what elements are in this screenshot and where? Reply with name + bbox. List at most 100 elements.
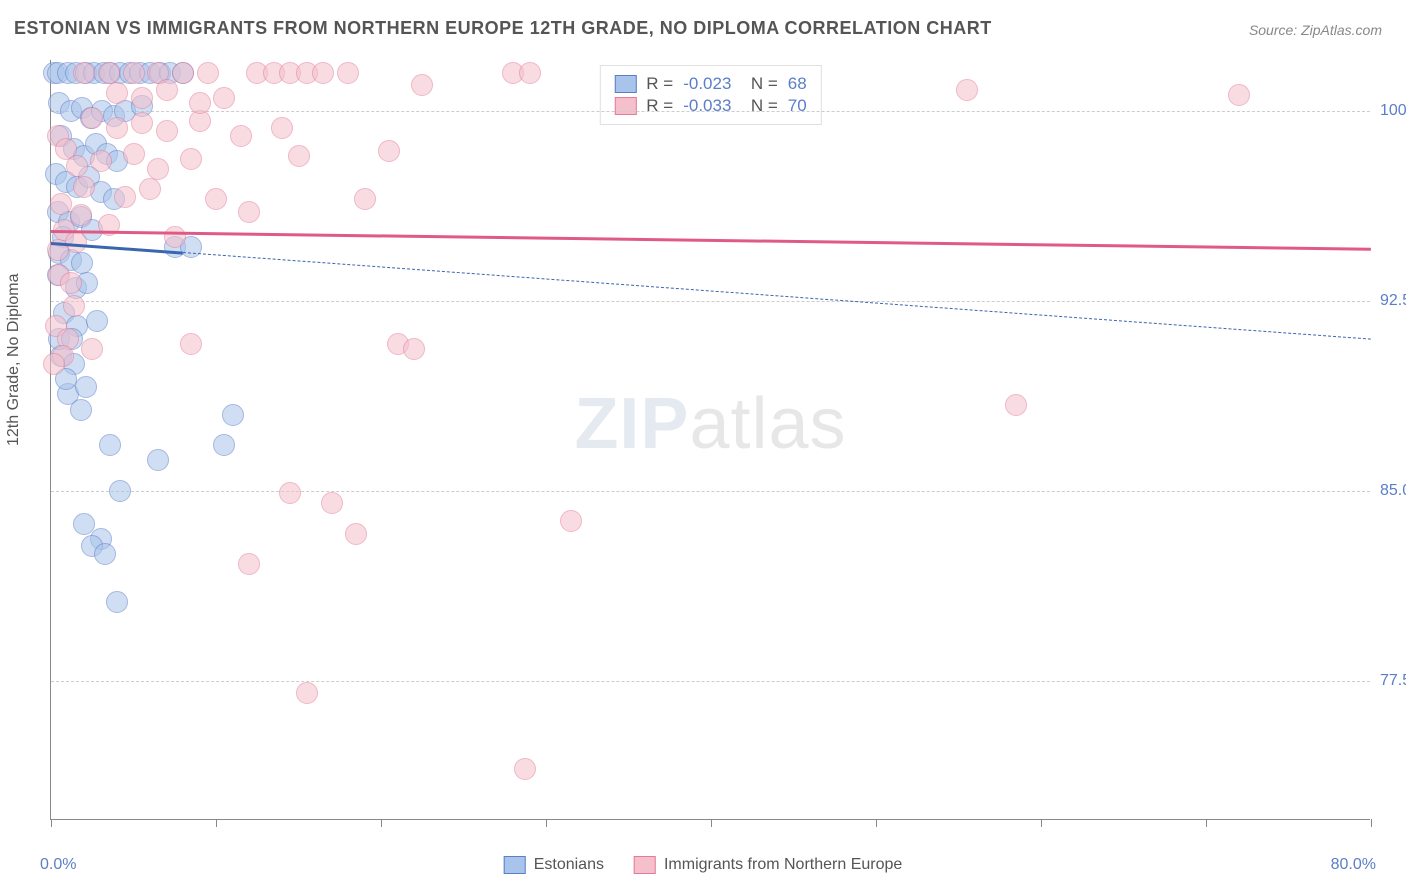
scatter-point xyxy=(106,82,128,104)
legend-n-label: N = xyxy=(741,74,777,94)
gridline xyxy=(51,111,1370,112)
scatter-point xyxy=(94,543,116,565)
y-tick-label: 100.0% xyxy=(1380,102,1406,120)
legend-r-label: R = xyxy=(646,96,673,116)
scatter-point xyxy=(519,62,541,84)
scatter-point xyxy=(337,62,359,84)
watermark-zip: ZIP xyxy=(574,384,689,464)
scatter-point xyxy=(147,449,169,471)
scatter-point xyxy=(70,204,92,226)
gridline xyxy=(51,491,1370,492)
scatter-point xyxy=(279,482,301,504)
scatter-point xyxy=(213,434,235,456)
scatter-point xyxy=(156,120,178,142)
legend-n-value: 68 xyxy=(788,74,807,94)
scatter-point xyxy=(106,117,128,139)
scatter-point xyxy=(238,201,260,223)
scatter-point xyxy=(411,74,433,96)
scatter-point xyxy=(43,353,65,375)
legend-label: Immigrants from Northern Europe xyxy=(664,856,902,874)
x-axis-min-label: 0.0% xyxy=(40,856,76,874)
legend-label: Estonians xyxy=(534,856,604,874)
legend-swatch xyxy=(634,856,656,874)
scatter-point xyxy=(66,155,88,177)
scatter-point xyxy=(63,295,85,317)
scatter-point xyxy=(321,492,343,514)
legend-item: Immigrants from Northern Europe xyxy=(634,856,902,874)
scatter-point xyxy=(180,148,202,170)
x-axis-max-label: 80.0% xyxy=(1331,856,1376,874)
scatter-point xyxy=(99,434,121,456)
scatter-point xyxy=(50,193,72,215)
scatter-point xyxy=(197,62,219,84)
gridline xyxy=(51,681,1370,682)
legend-item: Estonians xyxy=(504,856,604,874)
scatter-point xyxy=(90,150,112,172)
x-tick xyxy=(1371,819,1372,827)
scatter-point xyxy=(109,480,131,502)
scatter-point xyxy=(213,87,235,109)
scatter-point xyxy=(73,62,95,84)
scatter-point xyxy=(288,145,310,167)
scatter-point xyxy=(81,107,103,129)
x-tick xyxy=(546,819,547,827)
legend-swatch xyxy=(614,97,636,115)
x-tick xyxy=(711,819,712,827)
scatter-point xyxy=(345,523,367,545)
watermark-atlas: atlas xyxy=(689,384,846,464)
scatter-point xyxy=(73,176,95,198)
legend-r-label: R = xyxy=(646,74,673,94)
legend-r-value: -0.023 xyxy=(683,74,731,94)
scatter-point xyxy=(378,140,400,162)
scatter-point xyxy=(205,188,227,210)
plot-area: ZIPatlas R = -0.023 N = 68R = -0.033 N =… xyxy=(50,60,1370,820)
legend-swatch xyxy=(504,856,526,874)
scatter-point xyxy=(75,376,97,398)
series-legend: Estonians Immigrants from Northern Europe xyxy=(504,856,903,874)
watermark: ZIPatlas xyxy=(574,383,846,465)
scatter-point xyxy=(147,158,169,180)
legend-row: R = -0.023 N = 68 xyxy=(614,74,806,94)
scatter-point xyxy=(114,186,136,208)
scatter-point xyxy=(238,553,260,575)
scatter-point xyxy=(230,125,252,147)
scatter-point xyxy=(172,62,194,84)
chart-title: ESTONIAN VS IMMIGRANTS FROM NORTHERN EUR… xyxy=(14,18,992,39)
scatter-point xyxy=(131,87,153,109)
scatter-point xyxy=(312,62,334,84)
scatter-point xyxy=(98,62,120,84)
scatter-point xyxy=(956,79,978,101)
legend-n-label: N = xyxy=(741,96,777,116)
scatter-point xyxy=(296,682,318,704)
x-tick xyxy=(1206,819,1207,827)
scatter-point xyxy=(271,117,293,139)
y-tick-label: 85.0% xyxy=(1380,482,1406,500)
x-tick xyxy=(381,819,382,827)
scatter-point xyxy=(156,79,178,101)
x-tick xyxy=(51,819,52,827)
legend-row: R = -0.033 N = 70 xyxy=(614,96,806,116)
scatter-point xyxy=(123,143,145,165)
scatter-point xyxy=(70,399,92,421)
scatter-point xyxy=(123,62,145,84)
x-tick xyxy=(216,819,217,827)
y-axis-title: 12th Grade, No Diploma xyxy=(5,273,23,446)
scatter-point xyxy=(354,188,376,210)
trend-line xyxy=(51,230,1371,251)
x-tick xyxy=(1041,819,1042,827)
x-tick xyxy=(876,819,877,827)
legend-r-value: -0.033 xyxy=(683,96,731,116)
scatter-point xyxy=(514,758,536,780)
scatter-point xyxy=(71,252,93,274)
source-label: Source: ZipAtlas.com xyxy=(1249,22,1382,38)
correlation-legend: R = -0.023 N = 68R = -0.033 N = 70 xyxy=(599,65,821,125)
gridline xyxy=(51,301,1370,302)
scatter-point xyxy=(403,338,425,360)
scatter-point xyxy=(560,510,582,532)
scatter-point xyxy=(139,178,161,200)
legend-n-value: 70 xyxy=(788,96,807,116)
scatter-point xyxy=(1228,84,1250,106)
scatter-point xyxy=(81,338,103,360)
scatter-point xyxy=(60,272,82,294)
scatter-point xyxy=(189,92,211,114)
